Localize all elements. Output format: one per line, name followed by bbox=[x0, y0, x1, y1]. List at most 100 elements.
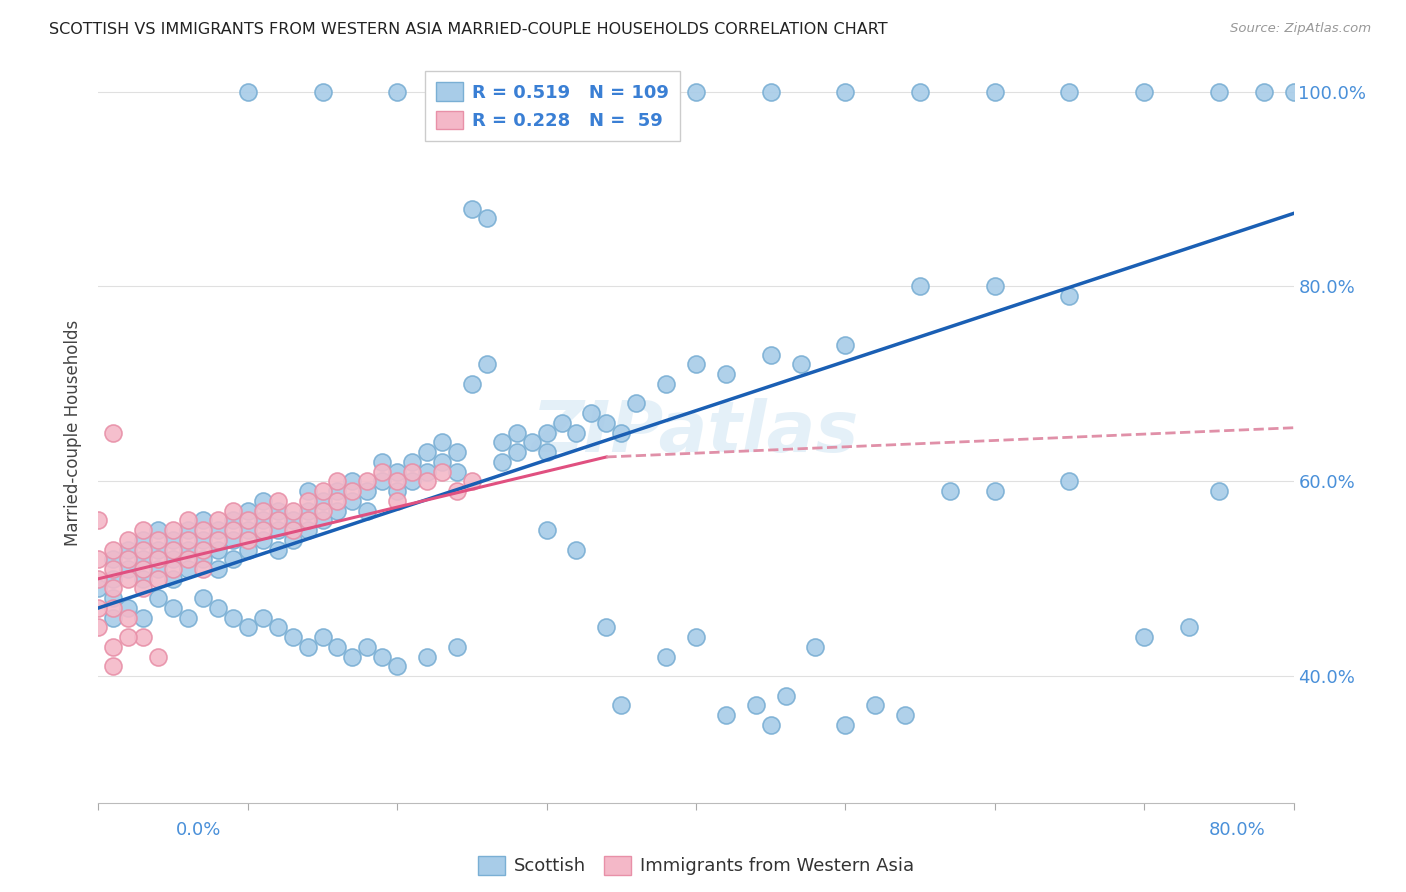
Point bbox=[311, 493, 333, 508]
Point bbox=[207, 513, 229, 527]
Point bbox=[371, 649, 394, 664]
Point bbox=[236, 620, 259, 634]
Point bbox=[759, 718, 782, 732]
Text: SCOTTISH VS IMMIGRANTS FROM WESTERN ASIA MARRIED-COUPLE HOUSEHOLDS CORRELATION C: SCOTTISH VS IMMIGRANTS FROM WESTERN ASIA… bbox=[49, 22, 887, 37]
Point bbox=[416, 475, 439, 489]
Point bbox=[446, 445, 468, 459]
Point bbox=[162, 523, 184, 537]
Point bbox=[1133, 85, 1156, 99]
Point bbox=[759, 348, 782, 362]
Point bbox=[908, 279, 931, 293]
Point bbox=[236, 542, 259, 557]
Point bbox=[191, 523, 214, 537]
Point bbox=[207, 542, 229, 557]
Point bbox=[252, 513, 274, 527]
Point bbox=[207, 523, 229, 537]
Point bbox=[148, 542, 170, 557]
Point bbox=[222, 513, 245, 527]
Point bbox=[385, 85, 409, 99]
Point bbox=[132, 610, 155, 624]
Point bbox=[626, 396, 648, 410]
Point bbox=[834, 718, 856, 732]
Point bbox=[984, 85, 1007, 99]
Point bbox=[103, 542, 125, 557]
Point bbox=[536, 445, 558, 459]
Point bbox=[267, 513, 290, 527]
Point bbox=[1059, 475, 1081, 489]
Point bbox=[222, 533, 245, 547]
Point bbox=[162, 572, 184, 586]
Point bbox=[1208, 85, 1230, 99]
Point bbox=[177, 513, 200, 527]
Point bbox=[117, 533, 139, 547]
Point bbox=[87, 572, 110, 586]
Point bbox=[297, 503, 319, 517]
Point bbox=[267, 493, 290, 508]
Point bbox=[191, 513, 214, 527]
Point bbox=[326, 493, 349, 508]
Point bbox=[311, 503, 333, 517]
Point bbox=[191, 552, 214, 566]
Point bbox=[132, 552, 155, 566]
Point bbox=[117, 542, 139, 557]
Point bbox=[565, 542, 588, 557]
Point bbox=[342, 484, 364, 499]
Point bbox=[342, 475, 364, 489]
Point bbox=[536, 523, 558, 537]
Point bbox=[103, 425, 125, 440]
Point bbox=[326, 475, 349, 489]
Point bbox=[416, 649, 439, 664]
Point bbox=[311, 513, 333, 527]
Point bbox=[1059, 85, 1081, 99]
Point bbox=[461, 475, 484, 489]
Point bbox=[87, 513, 110, 527]
Point bbox=[326, 503, 349, 517]
Point bbox=[371, 455, 394, 469]
Point bbox=[132, 582, 155, 596]
Point bbox=[103, 601, 125, 615]
Point bbox=[252, 610, 274, 624]
Point bbox=[834, 85, 856, 99]
Point bbox=[356, 503, 378, 517]
Point bbox=[550, 416, 572, 430]
Point bbox=[132, 533, 155, 547]
Point bbox=[117, 601, 139, 615]
Point bbox=[984, 484, 1007, 499]
Point bbox=[595, 416, 617, 430]
Point bbox=[267, 503, 290, 517]
Point bbox=[446, 484, 468, 499]
Point bbox=[520, 435, 543, 450]
Point bbox=[222, 503, 245, 517]
Point bbox=[281, 630, 304, 644]
Point bbox=[745, 698, 768, 713]
Point bbox=[356, 640, 378, 654]
Point bbox=[297, 640, 319, 654]
Point bbox=[939, 484, 962, 499]
Point bbox=[430, 455, 453, 469]
Point bbox=[281, 523, 304, 537]
Point bbox=[326, 484, 349, 499]
Point bbox=[103, 610, 125, 624]
Text: ZIPatlas: ZIPatlas bbox=[533, 398, 859, 467]
Text: 0.0%: 0.0% bbox=[176, 821, 221, 838]
Point bbox=[162, 552, 184, 566]
Point bbox=[506, 425, 529, 440]
Point bbox=[236, 513, 259, 527]
Point bbox=[610, 85, 633, 99]
Point bbox=[87, 582, 110, 596]
Point bbox=[834, 338, 856, 352]
Point bbox=[117, 630, 139, 644]
Point bbox=[132, 630, 155, 644]
Point bbox=[222, 552, 245, 566]
Point bbox=[297, 484, 319, 499]
Point bbox=[536, 425, 558, 440]
Point bbox=[385, 484, 409, 499]
Point bbox=[252, 503, 274, 517]
Point bbox=[162, 601, 184, 615]
Point bbox=[356, 475, 378, 489]
Point bbox=[1059, 289, 1081, 303]
Point bbox=[401, 465, 423, 479]
Point bbox=[117, 562, 139, 576]
Point bbox=[461, 376, 484, 391]
Point bbox=[281, 513, 304, 527]
